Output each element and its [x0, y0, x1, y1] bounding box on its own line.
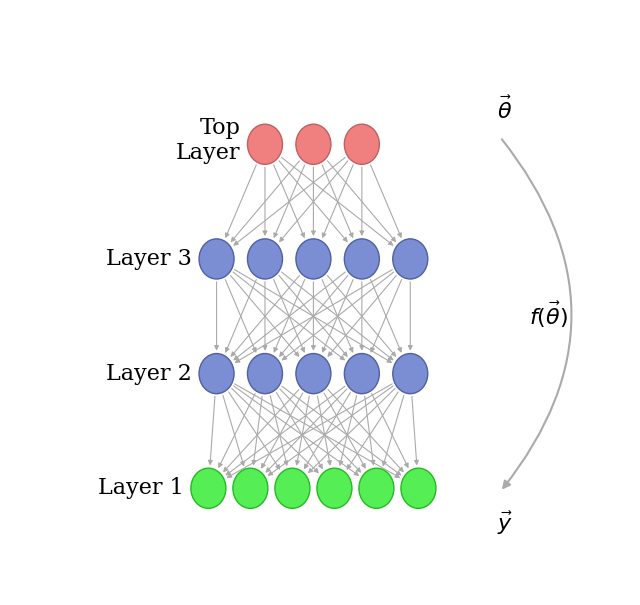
- Ellipse shape: [401, 468, 436, 508]
- Ellipse shape: [248, 239, 282, 279]
- Ellipse shape: [359, 468, 394, 508]
- Text: $\vec{\theta}$: $\vec{\theta}$: [497, 97, 513, 124]
- Ellipse shape: [393, 353, 428, 394]
- Ellipse shape: [199, 239, 234, 279]
- Ellipse shape: [191, 468, 226, 508]
- Ellipse shape: [233, 468, 268, 508]
- Ellipse shape: [344, 239, 380, 279]
- Text: $f(\vec{\theta})$: $f(\vec{\theta})$: [529, 299, 568, 330]
- Text: $\vec{y}$: $\vec{y}$: [497, 510, 513, 537]
- Ellipse shape: [317, 468, 352, 508]
- Ellipse shape: [248, 353, 282, 394]
- Text: Layer 1: Layer 1: [98, 477, 184, 499]
- Text: Layer 3: Layer 3: [106, 248, 192, 270]
- Ellipse shape: [296, 239, 331, 279]
- Ellipse shape: [296, 124, 331, 165]
- Text: Layer 2: Layer 2: [106, 362, 192, 385]
- FancyArrowPatch shape: [502, 139, 572, 488]
- Text: Top
Layer: Top Layer: [176, 117, 241, 165]
- Ellipse shape: [393, 239, 428, 279]
- Ellipse shape: [344, 124, 380, 165]
- Ellipse shape: [248, 124, 282, 165]
- Ellipse shape: [199, 353, 234, 394]
- Ellipse shape: [344, 353, 380, 394]
- Ellipse shape: [275, 468, 310, 508]
- Ellipse shape: [296, 353, 331, 394]
